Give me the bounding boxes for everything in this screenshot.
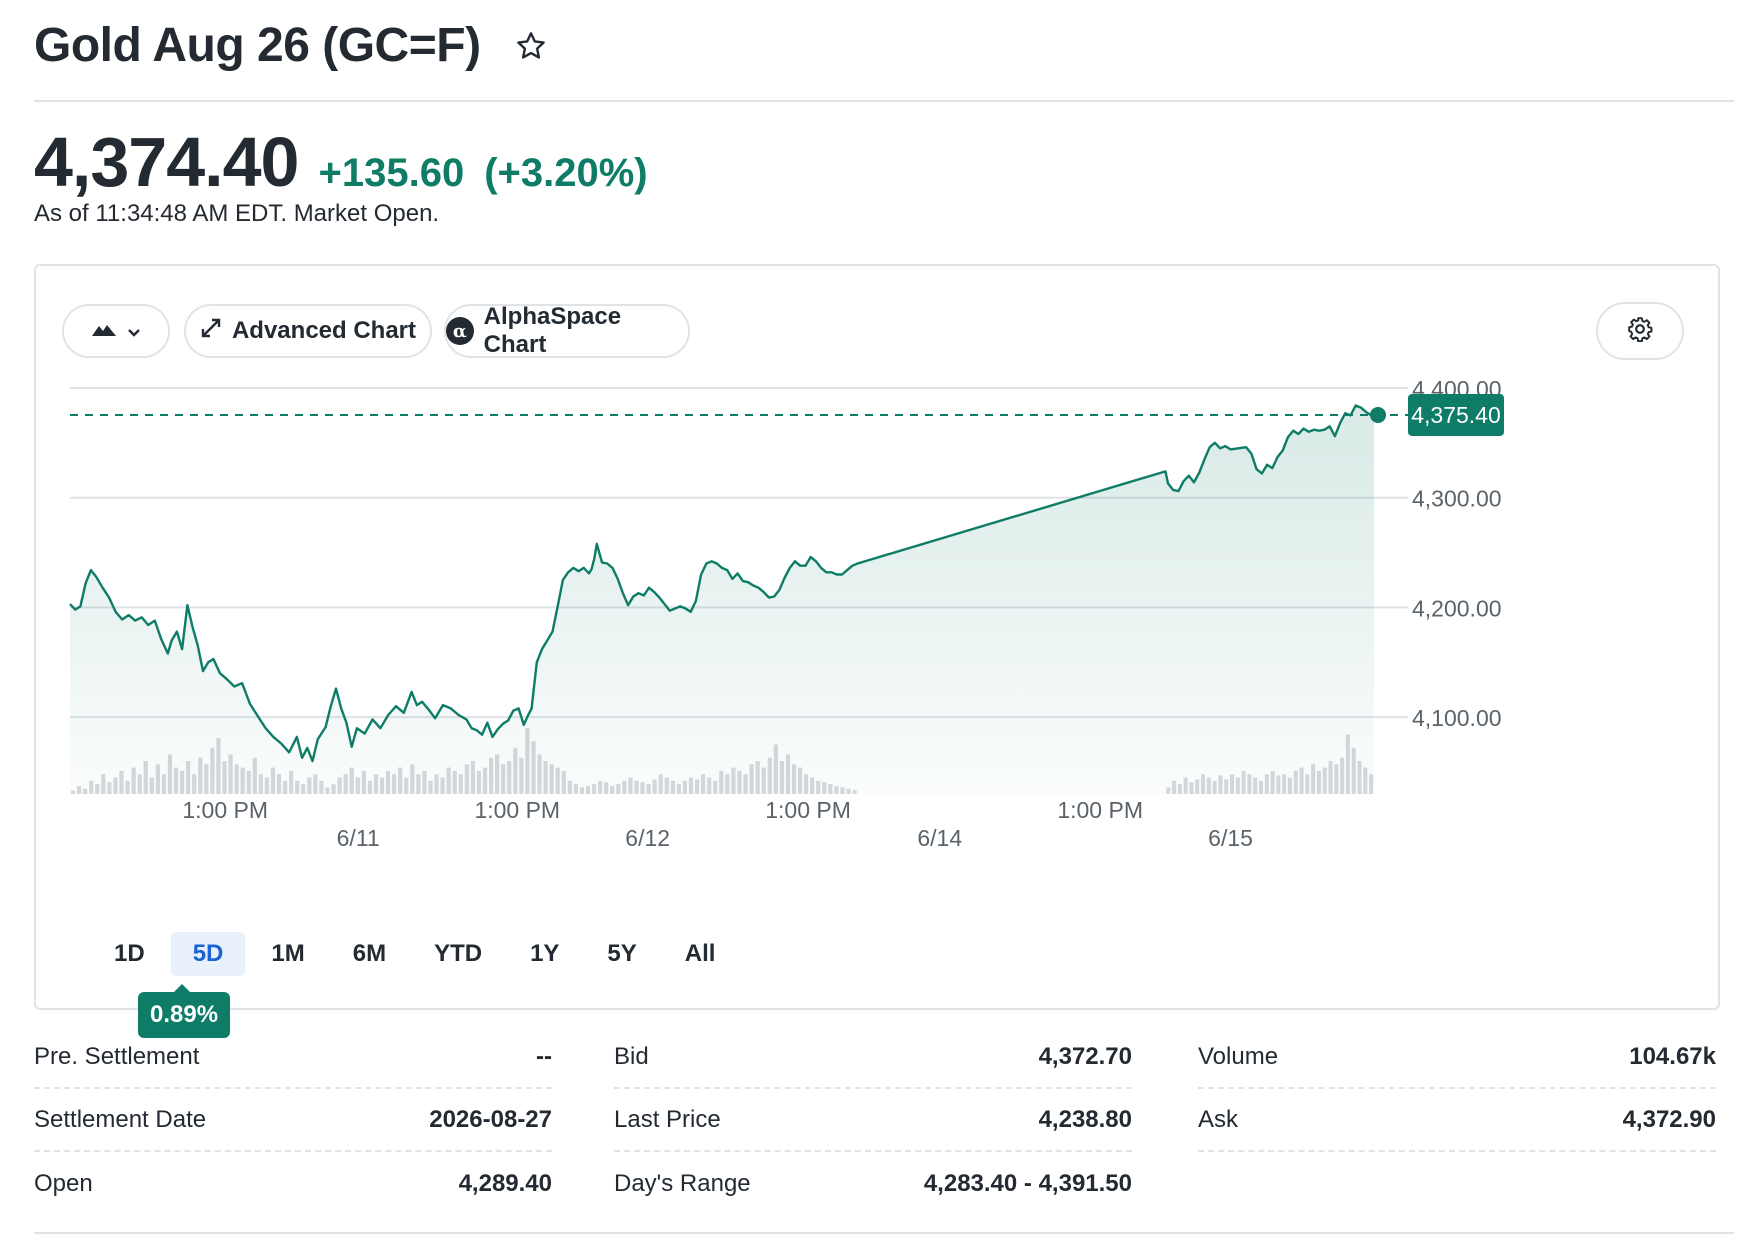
x-tick-label: 1:00 PM — [765, 797, 851, 823]
range-5y[interactable]: 5Y — [607, 940, 637, 967]
current-price-label: 4,375.40 — [1411, 402, 1501, 428]
quote-header: Gold Aug 26 (GC=F) — [34, 18, 551, 73]
footer-divider — [34, 1232, 1734, 1234]
range-1m[interactable]: 1M — [271, 940, 305, 967]
stat-last-price: Last Price 4,238.80 — [614, 1089, 1132, 1152]
x-tick-label: 6/15 — [1208, 825, 1253, 851]
stat-value: 4,283.40 - 4,391.50 — [923, 1169, 1132, 1197]
stat-label: Settlement Date — [34, 1105, 207, 1133]
stat-settlement-date: Settlement Date 2026-08-27 — [34, 1089, 552, 1152]
chart-settings-button[interactable] — [1596, 302, 1684, 360]
stats-column-3: Volume 104.67k Ask 4,372.90 — [1198, 1026, 1716, 1152]
range-performance-badge: 0.89% — [138, 984, 231, 1038]
y-tick-label: 4,100.00 — [1412, 705, 1502, 731]
price-line — [69, 404, 1375, 763]
range-selector: 1D 5D 1M 6M YTD 1Y 5Y All — [92, 932, 741, 976]
x-tick-label: 6/14 — [917, 825, 962, 851]
mountain-chart-icon — [91, 317, 117, 345]
stat-value: -- — [536, 1042, 552, 1070]
star-icon[interactable] — [511, 26, 551, 66]
stat-volume: Volume 104.67k — [1198, 1026, 1716, 1089]
chevron-down-icon — [127, 317, 141, 345]
stat-pre-settlement: Pre. Settlement -- — [34, 1026, 552, 1089]
stat-ask: Ask 4,372.90 — [1198, 1089, 1716, 1152]
x-tick-label: 1:00 PM — [1057, 797, 1143, 823]
current-price-dot — [1370, 406, 1386, 423]
stats-column-2: Bid 4,372.70 Last Price 4,238.80 Day's R… — [614, 1026, 1132, 1215]
stat-value: 104.67k — [1629, 1042, 1716, 1070]
stat-label: Open — [34, 1169, 93, 1197]
range-all[interactable]: All — [684, 940, 716, 967]
gear-icon — [1627, 316, 1653, 347]
stat-value: 4,238.80 — [1038, 1105, 1132, 1133]
last-price: 4,374.40 — [34, 123, 299, 201]
stat-label: Day's Range — [614, 1169, 751, 1197]
price-change: +135.60 — [318, 151, 465, 195]
x-tick-label: 1:00 PM — [474, 797, 560, 823]
stat-label: Ask — [1198, 1105, 1239, 1133]
range-1y[interactable]: 1Y — [530, 940, 560, 967]
current-price-badge — [1408, 393, 1504, 436]
stat-value: 4,289.40 — [458, 1169, 552, 1197]
range-1d[interactable]: 1D — [114, 940, 145, 967]
x-tick-label: 6/12 — [625, 825, 670, 851]
stat-label: Last Price — [614, 1105, 721, 1133]
stat-label: Pre. Settlement — [34, 1042, 200, 1070]
stat-label: Bid — [614, 1042, 649, 1070]
expand-icon — [200, 317, 222, 346]
stats-column-1: Pre. Settlement -- Settlement Date 2026-… — [34, 1026, 552, 1215]
stat-value: 2026-08-27 — [429, 1105, 552, 1133]
chart-card: 4,400.00 4,300.00 4,200.00 4,100.00 4,375.40… — [34, 264, 1722, 1038]
alphaspace-chart-button[interactable]: α AlphaSpace Chart — [444, 303, 690, 358]
stat-label: Volume — [1198, 1042, 1279, 1070]
range-ytd[interactable]: YTD — [434, 940, 483, 967]
range-6m[interactable]: 6M — [352, 940, 387, 967]
chart-type-button[interactable] — [62, 304, 170, 358]
alphaspace-icon: α — [446, 317, 474, 345]
price-chart[interactable]: 4,400.004,300.004,200.004,100.004,375.40… — [36, 266, 1722, 1012]
stat-bid: Bid 4,372.70 — [614, 1026, 1132, 1089]
quote-price-row: 4,374.40 +135.60 (+3.20%) — [34, 122, 648, 202]
advanced-chart-button[interactable]: Advanced Chart — [184, 304, 432, 358]
range-5d[interactable]: 5D — [170, 932, 246, 976]
stat-days-range: Day's Range 4,283.40 - 4,391.50 — [614, 1152, 1132, 1215]
price-area — [70, 405, 1374, 794]
x-tick-label: 6/11 — [337, 825, 380, 851]
stat-open: Open 4,289.40 — [34, 1152, 552, 1215]
advanced-chart-label: Advanced Chart — [231, 317, 417, 344]
price-change-percent: (+3.20%) — [484, 151, 648, 195]
header-divider — [34, 100, 1734, 102]
page-title: Gold Aug 26 (GC=F) — [34, 19, 481, 72]
stat-value: 4,372.70 — [1038, 1042, 1132, 1070]
alphaspace-chart-label: AlphaSpace Chart — [483, 303, 622, 358]
y-tick-label: 4,300.00 — [1412, 486, 1502, 512]
x-tick-label: 1:00 PM — [182, 797, 268, 823]
market-status: As of 11:34:48 AM EDT. Market Open. — [34, 200, 440, 227]
y-tick-label: 4,200.00 — [1412, 595, 1502, 621]
stat-value: 4,372.90 — [1622, 1105, 1716, 1133]
